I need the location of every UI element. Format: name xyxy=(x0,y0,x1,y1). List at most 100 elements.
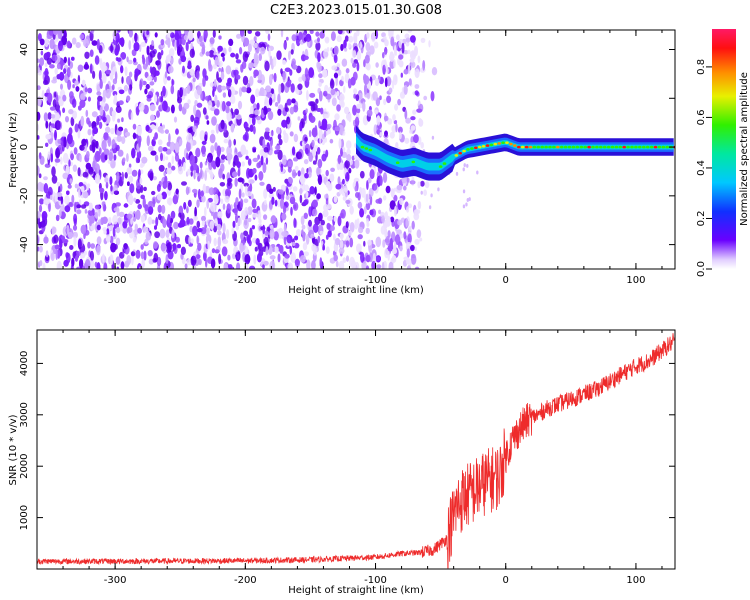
noise-blob xyxy=(96,115,100,126)
noise-blob xyxy=(253,69,259,77)
noise-blob xyxy=(172,243,177,251)
noise-blob xyxy=(281,212,287,221)
noise-blob xyxy=(45,198,51,205)
noise-blob xyxy=(301,30,305,33)
noise-blob xyxy=(369,45,375,55)
noise-blob xyxy=(317,52,321,63)
noise-blob xyxy=(371,32,376,43)
noise-blob xyxy=(352,50,357,58)
noise-blob xyxy=(60,156,63,165)
noise-blob xyxy=(403,256,410,261)
noise-blob xyxy=(299,188,303,195)
noise-blob xyxy=(330,88,336,96)
signal-core-point xyxy=(524,145,529,149)
signal-core-point xyxy=(559,145,564,149)
noise-blob xyxy=(104,191,108,201)
noise-blob xyxy=(92,70,96,79)
noise-blob xyxy=(431,135,435,140)
noise-blob xyxy=(56,260,62,269)
noise-blob xyxy=(384,130,388,137)
noise-blob xyxy=(187,60,192,69)
noise-blob xyxy=(222,223,226,234)
noise-blob xyxy=(358,226,364,234)
noise-blob xyxy=(121,117,124,123)
noise-blob xyxy=(353,177,360,183)
noise-blob xyxy=(361,187,366,198)
noise-blob xyxy=(110,242,117,253)
noise-blob xyxy=(345,140,352,150)
noise-blob xyxy=(113,190,119,195)
noise-blob xyxy=(414,90,419,96)
noise-blob xyxy=(381,261,385,269)
noise-blob xyxy=(383,98,387,106)
noise-blob xyxy=(355,94,360,102)
noise-blob xyxy=(265,85,271,93)
noise-blob xyxy=(356,107,361,114)
noise-blob xyxy=(49,106,56,111)
noise-blob xyxy=(86,186,89,191)
noise-blob xyxy=(333,195,338,203)
noise-blob xyxy=(422,60,426,71)
colorbar-label: Normalized spectral amplitude xyxy=(739,72,750,226)
noise-blob xyxy=(292,202,299,211)
noise-blob xyxy=(38,152,42,160)
noise-blob xyxy=(308,130,312,138)
noise-blob xyxy=(74,255,79,262)
noise-blob xyxy=(312,208,318,217)
noise-blob xyxy=(135,157,139,164)
noise-blob xyxy=(411,220,415,230)
noise-blob xyxy=(72,224,78,231)
noise-blob xyxy=(323,48,329,59)
noise-blob xyxy=(96,83,101,94)
noise-blob xyxy=(466,163,469,168)
noise-blob xyxy=(230,94,236,104)
noise-blob xyxy=(294,165,299,171)
noise-blob xyxy=(181,181,187,186)
noise-blob xyxy=(290,83,295,93)
noise-blob xyxy=(63,56,67,64)
noise-blob xyxy=(393,194,398,202)
noise-blob xyxy=(342,196,347,201)
noise-blob xyxy=(83,250,88,256)
noise-blob xyxy=(44,62,48,67)
noise-blob xyxy=(200,190,204,197)
noise-blob xyxy=(190,114,195,123)
noise-blob xyxy=(309,30,314,34)
noise-blob xyxy=(210,129,215,135)
noise-blob xyxy=(333,45,339,56)
spectrogram-xtick-label: 100 xyxy=(626,275,645,286)
noise-blob xyxy=(340,100,345,108)
signal-core-point xyxy=(497,142,502,145)
noise-blob xyxy=(324,137,328,143)
noise-blob xyxy=(407,49,411,55)
noise-blob xyxy=(162,147,168,152)
noise-blob xyxy=(126,95,131,102)
noise-blob xyxy=(208,59,212,69)
noise-blob xyxy=(255,31,261,37)
signal-core-point xyxy=(384,156,388,160)
noise-blob xyxy=(155,216,159,227)
noise-blob xyxy=(401,42,405,54)
snr-ytick-label: 1000 xyxy=(19,505,30,530)
noise-blob xyxy=(293,133,299,143)
noise-blob xyxy=(46,57,52,65)
noise-blob xyxy=(291,169,297,179)
noise-blob xyxy=(37,111,41,121)
noise-blob xyxy=(149,172,154,181)
noise-blob xyxy=(468,197,471,202)
noise-blob xyxy=(223,263,229,269)
noise-blob xyxy=(244,131,249,142)
signal-core-point xyxy=(665,145,669,149)
noise-blob xyxy=(134,32,138,43)
noise-blob xyxy=(377,216,383,224)
noise-blob xyxy=(263,214,268,220)
noise-blob xyxy=(409,225,412,231)
noise-blob xyxy=(234,177,238,187)
noise-blob xyxy=(304,136,308,142)
noise-blob xyxy=(82,171,89,178)
noise-blob xyxy=(382,52,385,59)
noise-blob xyxy=(60,196,64,205)
noise-blob xyxy=(178,103,183,112)
noise-blob xyxy=(321,119,328,131)
noise-blob xyxy=(83,38,90,48)
